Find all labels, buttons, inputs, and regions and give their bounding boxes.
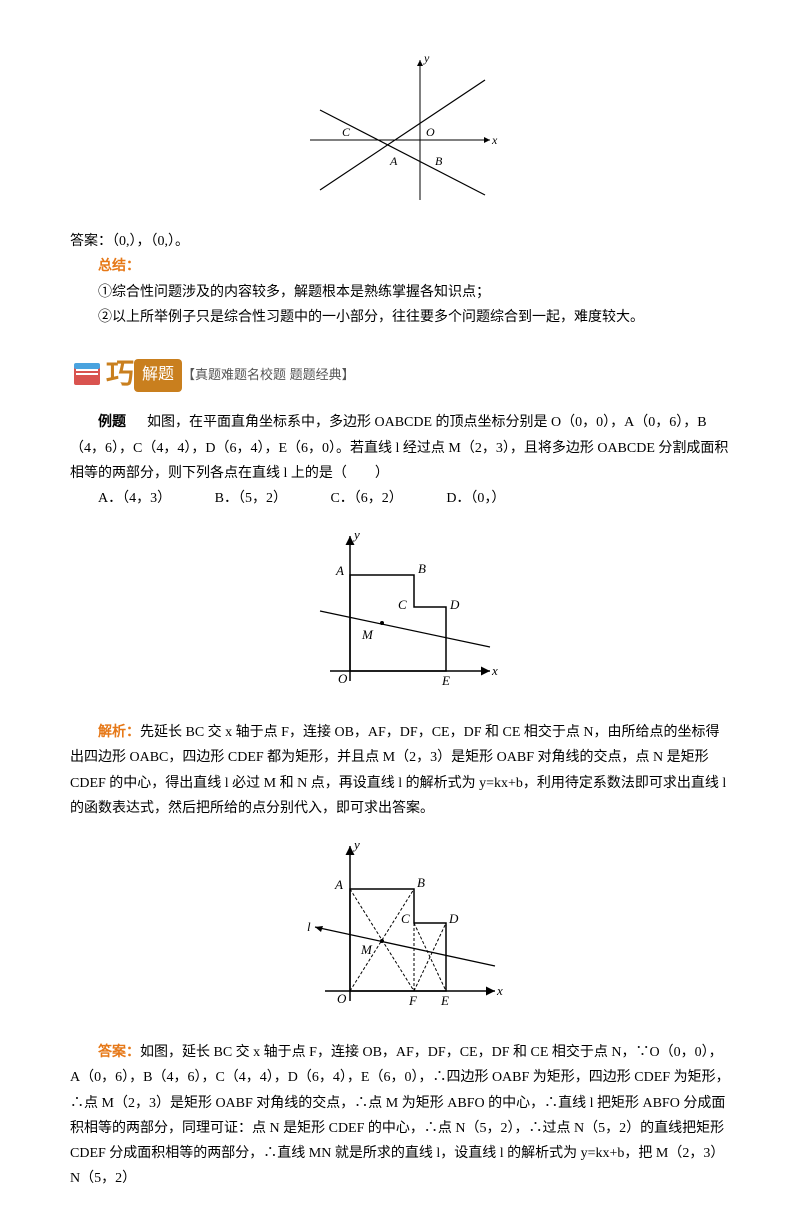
option-a: A．（4，3）	[98, 491, 171, 506]
svg-text:x: x	[491, 663, 498, 678]
point-a: A	[389, 154, 398, 168]
answer-2-paragraph: 答案：如图，延长 BC 交 x 轴于点 F，连接 OB，AF，DF，CE，DF …	[70, 1040, 730, 1191]
origin-label: O	[426, 125, 435, 139]
svg-text:O: O	[338, 671, 348, 686]
svg-text:C: C	[401, 911, 410, 926]
figure-3: y x O A B C D E F M l	[70, 831, 730, 1030]
analysis-paragraph: 解析：先延长 BC 交 x 轴于点 F，连接 OB，AF，DF，CE，DF 和 …	[70, 720, 730, 821]
answer-1-label: 答案：	[70, 234, 112, 249]
option-c: C．（6，2）	[330, 491, 402, 506]
point-b: B	[435, 154, 443, 168]
section-qiao: 巧	[106, 350, 134, 400]
section-header: 巧 解题 【真题难题名校题 题题经典】	[70, 350, 730, 400]
summary-label: 总结：	[98, 259, 140, 274]
svg-text:l: l	[307, 919, 311, 934]
answer-2-label: 答案：	[98, 1045, 140, 1060]
summary-item-1: ①综合性问题涉及的内容较多，解题根本是熟练掌握各知识点；	[70, 280, 730, 305]
book-icon	[70, 357, 106, 393]
option-d: D．（0，）	[446, 491, 505, 506]
svg-text:A: A	[335, 563, 344, 578]
svg-text:D: D	[449, 597, 460, 612]
svg-text:y: y	[352, 527, 360, 542]
svg-text:A: A	[334, 877, 343, 892]
summary-label-line: 总结：	[70, 254, 730, 279]
svg-text:D: D	[448, 911, 459, 926]
svg-text:x: x	[496, 983, 503, 998]
point-c: C	[342, 125, 351, 139]
svg-text:O: O	[337, 991, 347, 1006]
options-line: A．（4，3） B．（5，2） C．（6，2） D．（0，）	[70, 486, 730, 511]
answer-1: 答案：（0,），（0,）。	[70, 229, 730, 254]
svg-text:B: B	[418, 561, 426, 576]
answer-1-text: （0,），（0,）。	[112, 234, 189, 249]
svg-text:M: M	[361, 627, 374, 642]
example-text: 如图，在平面直角坐标系中，多边形 OABCDE 的顶点坐标分别是 O（0，0），…	[70, 415, 728, 480]
svg-text:M: M	[360, 942, 373, 957]
example-paragraph: 例题 如图，在平面直角坐标系中，多边形 OABCDE 的顶点坐标分别是 O（0，…	[70, 410, 730, 486]
svg-text:y: y	[352, 837, 360, 852]
section-bracket: 【真题难题名校题 题题经典】	[182, 363, 355, 386]
svg-text:B: B	[417, 875, 425, 890]
analysis-label: 解析：	[98, 725, 140, 740]
svg-text:E: E	[441, 673, 450, 688]
figure-2: y x O A B C D E M	[70, 521, 730, 710]
answer-2-text: 如图，延长 BC 交 x 轴于点 F，连接 OB，AF，DF，CE，DF 和 C…	[70, 1045, 730, 1186]
section-jieti: 解题	[134, 359, 182, 392]
svg-text:E: E	[440, 993, 449, 1008]
axis-x-label: x	[491, 133, 498, 147]
analysis-text: 先延长 BC 交 x 轴于点 F，连接 OB，AF，DF，CE，DF 和 CE …	[70, 725, 726, 816]
option-b: B．（5，2）	[215, 491, 287, 506]
svg-text:F: F	[408, 993, 418, 1008]
summary-item-2: ②以上所举例子只是综合性习题中的一小部分，往往要多个问题综合到一起，难度较大。	[70, 305, 730, 330]
svg-text:C: C	[398, 597, 407, 612]
figure-1: y x O C A B	[70, 50, 730, 219]
axis-y-label: y	[423, 51, 430, 65]
example-label: 例题	[98, 415, 126, 430]
